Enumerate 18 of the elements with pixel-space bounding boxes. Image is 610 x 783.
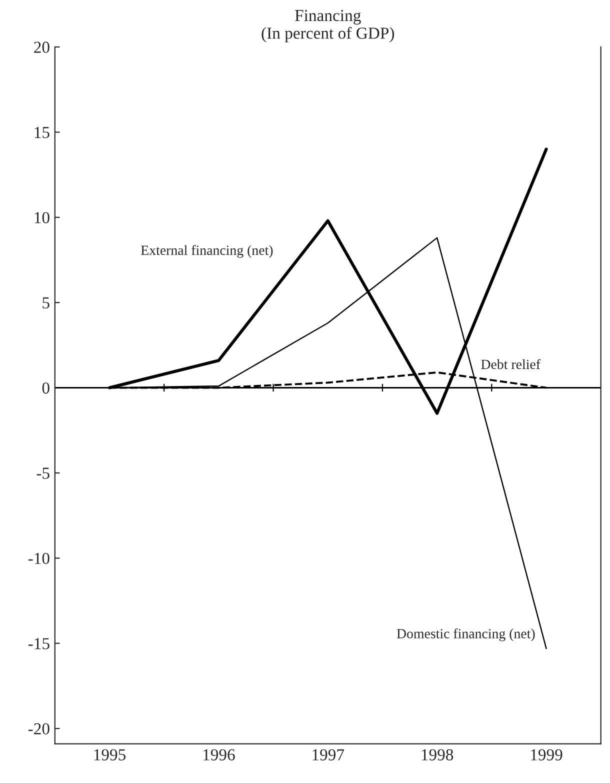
series-label: Debt relief xyxy=(481,359,541,370)
y-tick-label: 20 xyxy=(34,42,50,53)
y-tick-label: 0 xyxy=(42,382,50,394)
series-label: Domestic financing (net) xyxy=(396,628,535,642)
x-tick-label: 1998 xyxy=(422,749,454,760)
x-tick-label: 1999 xyxy=(531,749,562,760)
chart-title: Financing (In percent of GDP) xyxy=(262,10,394,42)
x-tick-label: 1997 xyxy=(312,749,344,760)
y-tick-label: -5 xyxy=(36,468,50,479)
y-tick-label: 15 xyxy=(34,126,50,138)
y-tick-label: -20 xyxy=(28,723,50,734)
y-tick-label: 5 xyxy=(42,297,50,308)
x-tick-label: 1995 xyxy=(94,749,126,760)
series-label: External financing (net) xyxy=(141,245,273,258)
y-tick-label: 10 xyxy=(34,212,50,224)
y-tick-label: -15 xyxy=(28,638,50,650)
y-tick-label: -10 xyxy=(28,552,50,564)
x-tick-label: 1996 xyxy=(203,749,235,760)
